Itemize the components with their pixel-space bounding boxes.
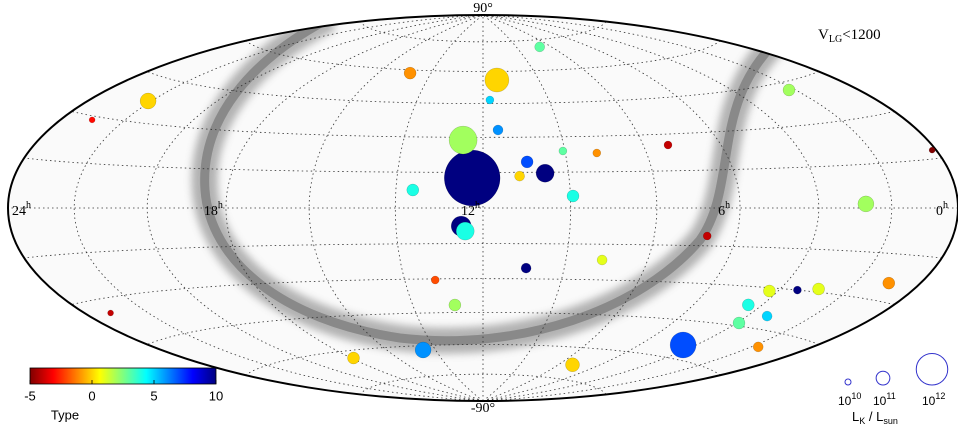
galaxy — [783, 84, 795, 96]
galaxy — [348, 352, 360, 364]
size-legend-exponent: 11 — [886, 391, 895, 401]
x-tick-number: 24 — [12, 204, 26, 219]
galaxy — [444, 150, 500, 206]
colorbar-tick-label: 10 — [209, 388, 223, 403]
galaxy — [89, 117, 95, 123]
size-legend-circle — [876, 371, 890, 385]
galaxy — [407, 184, 419, 196]
galaxy — [670, 332, 696, 358]
size-legend-label: 1011 — [873, 391, 896, 408]
galaxy — [449, 126, 477, 154]
y-tick-label: -90° — [471, 401, 495, 416]
galaxy — [449, 299, 461, 311]
y-tick-label: 90° — [473, 1, 493, 16]
galaxy — [486, 96, 494, 104]
size-label-a: L — [852, 409, 859, 424]
galaxy — [493, 125, 503, 135]
colorbar — [30, 368, 216, 384]
title-sub: LG — [829, 34, 842, 45]
x-tick-suffix: h — [218, 200, 223, 211]
galaxy — [703, 232, 711, 240]
colorbar-tick-label: 5 — [150, 388, 157, 403]
x-tick-number: 6 — [718, 204, 725, 219]
size-legend-exponent: 10 — [851, 391, 861, 401]
galaxy — [521, 263, 531, 273]
colorbar-tick-label: -5 — [24, 388, 36, 403]
size-legend-circle — [916, 354, 947, 385]
x-tick-suffix: h — [725, 200, 730, 211]
galaxy — [140, 93, 156, 109]
x-tick-suffix: h — [26, 200, 31, 211]
galaxy — [742, 299, 754, 311]
galaxy — [597, 255, 607, 265]
galaxy — [566, 358, 580, 372]
galaxy — [535, 42, 545, 52]
galaxy — [858, 196, 874, 212]
size-label-b-sub: sun — [883, 416, 898, 426]
galaxy — [762, 311, 772, 321]
x-tick-number: 12 — [461, 204, 475, 219]
galaxy — [793, 286, 801, 294]
colorbar-label: Type — [51, 407, 79, 422]
galaxy — [404, 67, 416, 79]
galaxy — [415, 342, 431, 358]
chart-title: VLG<1200 — [818, 27, 881, 45]
galaxy — [733, 317, 745, 329]
galaxy — [431, 276, 439, 284]
galaxy — [456, 222, 474, 240]
size-legend-base: 10 — [838, 394, 852, 408]
galaxy — [763, 285, 775, 297]
size-legend-base: 10 — [922, 394, 936, 408]
size-legend-label: LK / Lsun — [852, 409, 898, 426]
x-tick-number: 18 — [204, 204, 218, 219]
galaxy — [521, 156, 533, 168]
size-legend-label: 1010 — [838, 391, 861, 408]
size-legend-circle — [845, 379, 851, 385]
galaxy — [753, 342, 763, 352]
x-tick-number: 0 — [936, 204, 943, 219]
size-legend-label: 1012 — [922, 391, 945, 408]
galaxy — [485, 68, 509, 92]
galaxy — [883, 277, 895, 289]
colorbar-tick-label: 0 — [88, 388, 95, 403]
galaxy — [108, 310, 114, 316]
galaxy — [567, 190, 579, 202]
size-legend-base: 10 — [873, 394, 887, 408]
galaxy — [664, 141, 672, 149]
x-tick-suffix: h — [475, 200, 480, 211]
chart: VLG<1200 Type LK / Lsun 24h18h12h6h0h90°… — [0, 0, 958, 429]
galaxy — [559, 147, 567, 155]
title-rest: <1200 — [842, 27, 880, 43]
galaxy — [536, 164, 554, 182]
galaxy — [515, 171, 525, 181]
size-legend-exponent: 12 — [935, 391, 945, 401]
galaxy — [813, 283, 825, 295]
galaxy — [929, 147, 935, 153]
size-label-mid: / L — [865, 409, 883, 424]
title-main: V — [818, 27, 829, 43]
x-tick-suffix: h — [943, 200, 948, 211]
sky-background — [8, 15, 958, 401]
galaxy — [593, 149, 601, 157]
